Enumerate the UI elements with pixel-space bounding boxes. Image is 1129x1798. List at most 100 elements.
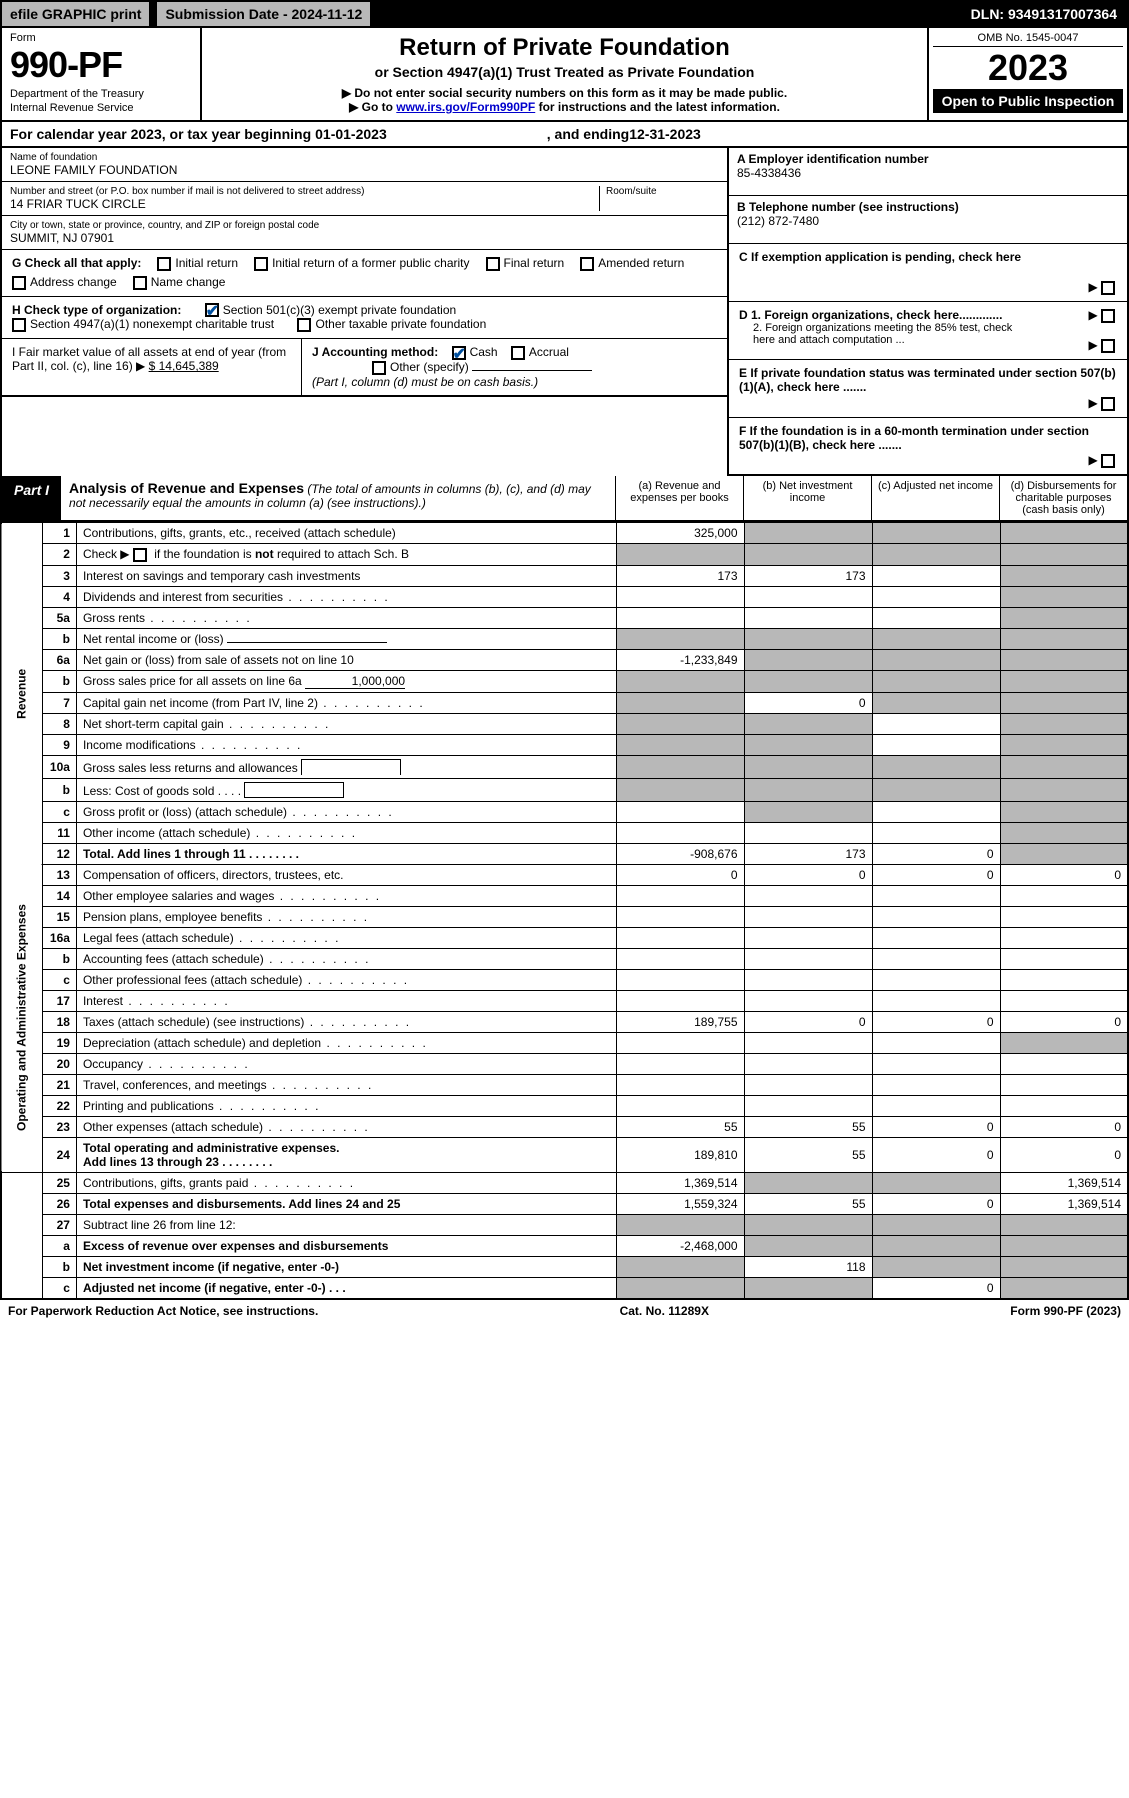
chk-501c3[interactable] [205,303,219,317]
top-bar: efile GRAPHIC print Submission Date - 20… [0,0,1129,28]
table-row: cAdjusted net income (if negative, enter… [1,1277,1128,1299]
section-I: I Fair market value of all assets at end… [2,339,302,395]
table-row: Operating and Administrative Expenses 13… [1,864,1128,885]
chk-other-method[interactable] [372,361,386,375]
table-row: 20Occupancy [1,1053,1128,1074]
ssn-warning: ▶ Do not enter social security numbers o… [212,86,917,100]
table-row: 6aNet gain or (loss) from sale of assets… [1,649,1128,670]
year-block: OMB No. 1545-0047 2023 Open to Public In… [927,28,1127,120]
section-G: G Check all that apply: Initial return I… [2,250,727,297]
table-row: 2Check ▶ if the foundation is not requir… [1,544,1128,566]
expenses-sidebar: Operating and Administrative Expenses [1,864,42,1172]
chk-initial-former[interactable] [254,257,268,271]
chk-schB[interactable] [133,548,147,562]
chk-F[interactable] [1101,454,1115,468]
form-id-block: Form 990-PF Department of the Treasury I… [2,28,202,120]
section-D: D 1. Foreign organizations, check here..… [729,302,1127,360]
table-row: 10aGross sales less returns and allowanc… [1,755,1128,778]
phone-cell: B Telephone number (see instructions) (2… [729,196,1127,244]
table-row: 4Dividends and interest from securities [1,586,1128,607]
table-row: bNet investment income (if negative, ent… [1,1256,1128,1277]
ein-value: 85-4338436 [737,166,801,180]
table-row: 18Taxes (attach schedule) (see instructi… [1,1011,1128,1032]
dept-irs: Internal Revenue Service [10,102,192,114]
section-H: H Check type of organization: Section 50… [2,297,727,340]
instructions-link[interactable]: www.irs.gov/Form990PF [396,100,535,114]
table-row: 25Contributions, gifts, grants paid1,369… [1,1172,1128,1193]
chk-final-return[interactable] [486,257,500,271]
phone-value: (212) 872-7480 [737,214,819,228]
table-row: 12Total. Add lines 1 through 11 . . . . … [1,843,1128,864]
form-title: Return of Private Foundation [212,34,917,62]
address-cell: Number and street (or P.O. box number if… [2,182,727,216]
chk-cash[interactable] [452,346,466,360]
page-footer: For Paperwork Reduction Act Notice, see … [0,1300,1129,1322]
chk-other-taxable[interactable] [297,318,311,332]
chk-initial-return[interactable] [157,257,171,271]
part1-header: Part I Analysis of Revenue and Expenses … [0,476,1129,522]
table-row: 17Interest [1,990,1128,1011]
form-subtitle: or Section 4947(a)(1) Trust Treated as P… [212,64,917,80]
pra-notice: For Paperwork Reduction Act Notice, see … [8,1304,318,1318]
table-row: Revenue 1Contributions, gifts, grants, e… [1,523,1128,544]
city-cell: City or town, state or province, country… [2,216,727,250]
table-row: 11Other income (attach schedule) [1,822,1128,843]
part1-title: Analysis of Revenue and Expenses (The to… [61,476,615,520]
chk-name-change[interactable] [133,276,147,290]
chk-amended[interactable] [580,257,594,271]
year-begin: 01-01-2023 [315,126,387,142]
part1-table: Revenue 1Contributions, gifts, grants, e… [0,522,1129,1300]
chk-D1[interactable] [1101,309,1115,323]
tax-year-row: For calendar year 2023, or tax year begi… [0,122,1129,148]
table-row: bNet rental income or (loss) [1,628,1128,649]
part1-column-headers: (a) Revenue and expenses per books (b) N… [615,476,1127,520]
entity-info: Name of foundation LEONE FAMILY FOUNDATI… [0,148,1129,476]
table-row: 16aLegal fees (attach schedule) [1,927,1128,948]
table-row: bLess: Cost of goods sold . . . . [1,778,1128,801]
table-row: 3Interest on savings and temporary cash … [1,565,1128,586]
table-row: 14Other employee salaries and wages [1,885,1128,906]
col-b-header: (b) Net investment income [743,476,871,520]
table-row: 26Total expenses and disbursements. Add … [1,1193,1128,1214]
open-to-public: Open to Public Inspection [933,89,1123,113]
section-E: E If private foundation status was termi… [729,360,1127,418]
chk-4947a1[interactable] [12,318,26,332]
street-address: 14 FRIAR TUCK CIRCLE [10,197,599,211]
foundation-name-cell: Name of foundation LEONE FAMILY FOUNDATI… [2,148,727,182]
table-row: cOther professional fees (attach schedul… [1,969,1128,990]
form-header: Form 990-PF Department of the Treasury I… [0,28,1129,122]
form-title-block: Return of Private Foundation or Section … [202,28,927,120]
year-end: 12-31-2023 [629,126,701,142]
cat-number: Cat. No. 11289X [620,1304,709,1318]
table-row: bAccounting fees (attach schedule) [1,948,1128,969]
form-number: 990-PF [10,44,192,86]
year-end-label: , and ending [547,126,629,142]
table-row: 19Depreciation (attach schedule) and dep… [1,1032,1128,1053]
form-footer: Form 990-PF (2023) [1010,1304,1121,1318]
table-row: 22Printing and publications [1,1095,1128,1116]
col-a-header: (a) Revenue and expenses per books [615,476,743,520]
chk-D2[interactable] [1101,339,1115,353]
chk-address-change[interactable] [12,276,26,290]
chk-E[interactable] [1101,397,1115,411]
col-c-header: (c) Adjusted net income [871,476,999,520]
form-label: Form [10,32,192,44]
table-row: 9Income modifications [1,734,1128,755]
table-row: 24Total operating and administrative exp… [1,1137,1128,1172]
room-label: Room/suite [606,186,719,197]
table-row: 15Pension plans, employee benefits [1,906,1128,927]
section-C: C If exemption application is pending, c… [729,244,1127,302]
section-J: J Accounting method: Cash Accrual Other … [302,339,727,395]
table-row: 23Other expenses (attach schedule)555500 [1,1116,1128,1137]
submission-date: Submission Date - 2024-11-12 [155,2,370,26]
tax-year: 2023 [933,47,1123,89]
instructions-link-line: ▶ Go to www.irs.gov/Form990PF for instru… [212,100,917,114]
ein-cell: A Employer identification number 85-4338… [729,148,1127,196]
foundation-name: LEONE FAMILY FOUNDATION [10,163,719,177]
table-row: 8Net short-term capital gain [1,713,1128,734]
table-row: 7Capital gain net income (from Part IV, … [1,692,1128,713]
chk-C[interactable] [1101,281,1115,295]
table-row: 27Subtract line 26 from line 12: [1,1214,1128,1235]
chk-accrual[interactable] [511,346,525,360]
cash-basis-note: (Part I, column (d) must be on cash basi… [312,375,538,389]
